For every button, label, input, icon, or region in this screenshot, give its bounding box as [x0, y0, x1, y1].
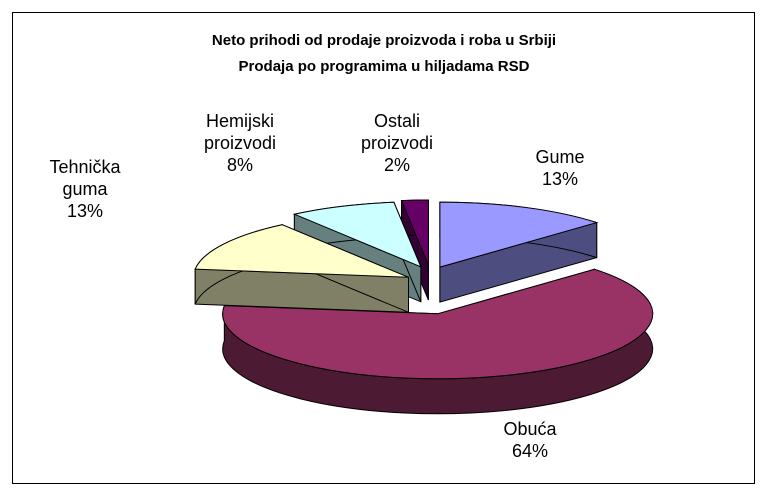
slice-label: Ostali proizvodi 2% — [337, 110, 457, 176]
category-label: Hemijski proizvodi — [203, 111, 277, 153]
category-label: Obuća — [503, 419, 557, 439]
slice — [439, 201, 599, 268]
slice — [292, 201, 422, 268]
value-label: 13% — [66, 201, 104, 221]
value-label: 13% — [541, 169, 579, 189]
slice — [400, 199, 429, 266]
slice — [222, 268, 654, 380]
chart-title: Neto prihodi od prodaje proizvoda i roba… — [212, 32, 556, 49]
value-label: 2% — [383, 155, 410, 175]
chart-subtitle: Prodaja po programima u hiljadama RSD — [239, 58, 530, 75]
slice-label: Tehnička guma 13% — [40, 156, 130, 222]
slice — [194, 224, 409, 278]
category-label: Ostali proizvodi — [360, 111, 434, 153]
slice-label: Obuća 64% — [470, 418, 590, 462]
value-label: 8% — [226, 155, 253, 175]
pie — [194, 199, 654, 415]
category-label: Gume — [535, 147, 585, 167]
value-label: 64% — [511, 441, 549, 461]
slice-label: Hemijski proizvodi 8% — [180, 110, 300, 176]
slice-label: Gume 13% — [500, 146, 620, 190]
category-label: Tehnička guma — [49, 157, 121, 199]
